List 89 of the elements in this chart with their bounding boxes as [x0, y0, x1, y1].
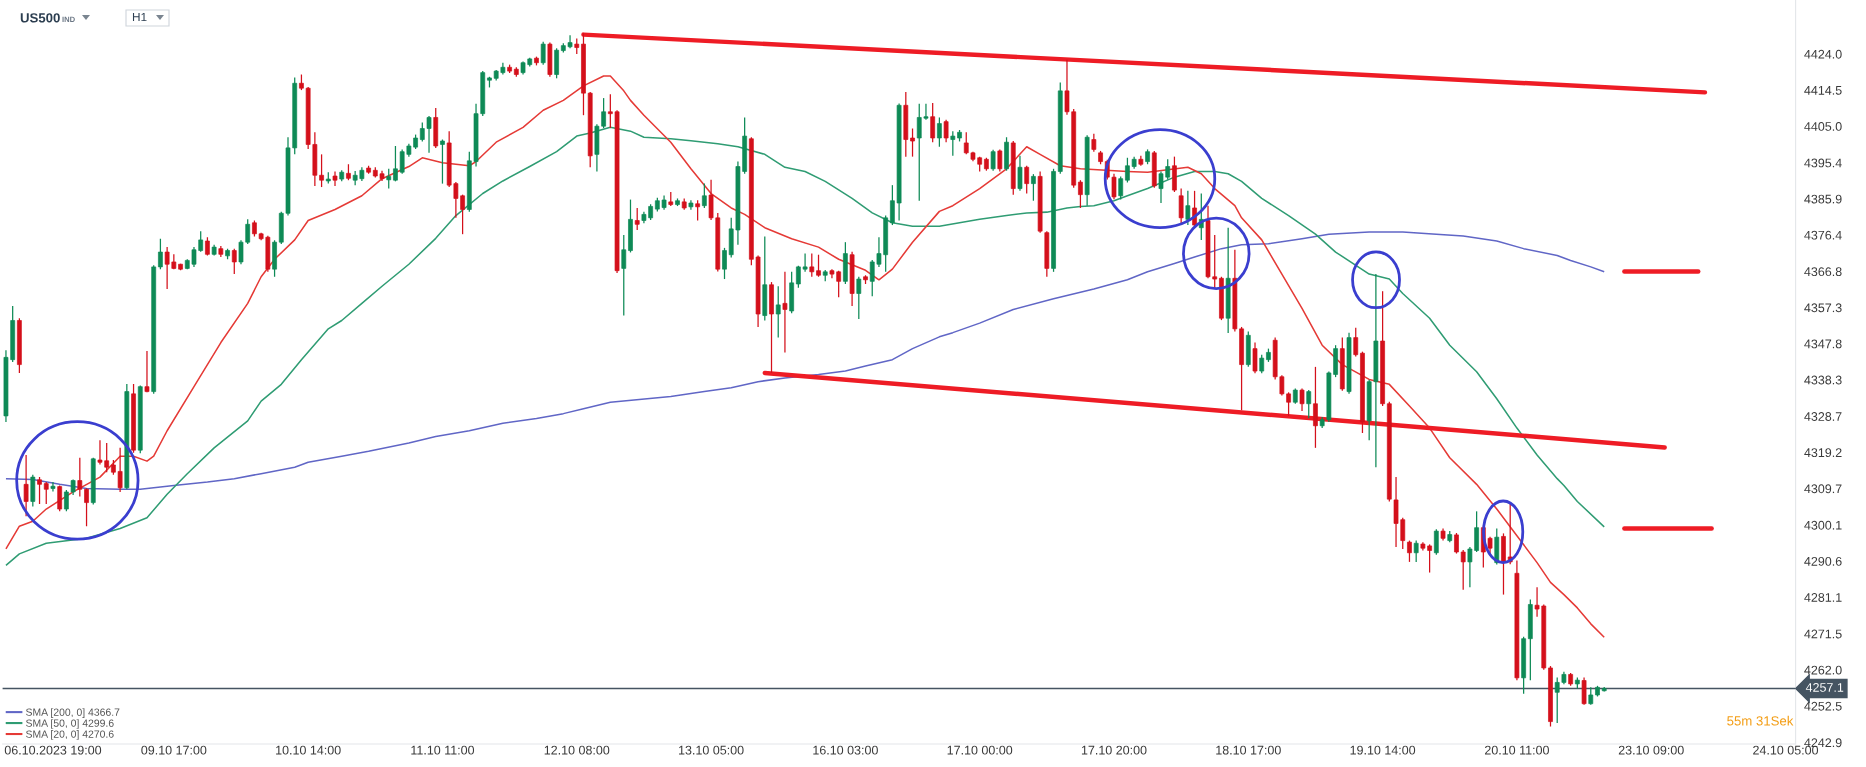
- y-tick-label: 4424.0: [1804, 49, 1842, 59]
- y-tick-label: 4357.3: [1804, 303, 1842, 313]
- y-tick-label: 4366.8: [1804, 267, 1842, 277]
- y-tick-label: 4290.6: [1804, 556, 1842, 566]
- legend-label: SMA [200, 0] 4366.7: [25, 708, 120, 718]
- candlestick: [1185, 190, 1191, 226]
- annotation: H1: [132, 12, 147, 22]
- candlestick: [158, 238, 163, 270]
- candlestick: [1581, 676, 1587, 706]
- candlestick: [37, 476, 42, 505]
- candlestick: [1460, 549, 1466, 591]
- candlestick: [701, 182, 707, 209]
- candlestick: [540, 41, 546, 66]
- candlestick: [816, 254, 821, 278]
- annotation: 55m 31Sek: [1727, 715, 1794, 726]
- x-tick-label: 18.10 17:00: [1216, 745, 1281, 755]
- candlestick: [943, 119, 949, 143]
- candlestick: [1024, 165, 1030, 195]
- candlestick: [1306, 389, 1312, 419]
- x-tick-label: 10.10 14:00: [276, 745, 341, 755]
- y-tick-label: 4281.1: [1804, 593, 1842, 602]
- x-tick-label: 16.10 03:00: [813, 745, 878, 755]
- x-tick-label: 23.10 09:00: [1618, 745, 1684, 755]
- y-tick-label: 4252.5: [1804, 701, 1842, 711]
- x-tick-label: 17.10 20:00: [1081, 745, 1147, 755]
- y-tick-label: 4262.0: [1804, 665, 1842, 675]
- y-tick-label: 4385.9: [1804, 194, 1842, 204]
- x-tick-label: 13.10 05:00: [679, 745, 744, 755]
- x-tick-label: 17.10 00:00: [947, 745, 1013, 755]
- candlestick: [57, 484, 63, 512]
- text: US500: [20, 13, 60, 23]
- line-series: [5, 126, 1605, 567]
- y-tick-label: 4376.4: [1804, 230, 1842, 240]
- legend-label: SMA [20, 0] 4270.6: [25, 730, 114, 740]
- candlestick: [1353, 327, 1359, 358]
- candlestick: [1259, 354, 1265, 374]
- candlestick: [950, 130, 956, 157]
- candlestick: [695, 199, 700, 222]
- candlestick: [1454, 532, 1459, 555]
- candlestick: [50, 481, 56, 493]
- x-tick-label: 12.10 08:00: [544, 745, 610, 755]
- y-tick-label: 4414.5: [1804, 86, 1842, 95]
- y-tick-label: 4300.1: [1804, 520, 1842, 530]
- y-tick-label: 4309.7: [1804, 484, 1842, 494]
- y-tick-label: 4271.5: [1804, 629, 1842, 639]
- line-series: [5, 75, 1605, 638]
- x-tick-label: 09.10 17:00: [141, 745, 207, 755]
- candlestick: [910, 127, 915, 158]
- candlestick: [84, 487, 89, 527]
- candlestick: [997, 148, 1003, 173]
- candlestick: [1178, 187, 1184, 226]
- candlestick: [775, 285, 781, 339]
- candlestick: [1433, 528, 1439, 556]
- y-tick-label: 4405.0: [1804, 122, 1842, 131]
- candlestick: [1017, 155, 1023, 192]
- y-tick-label: 4338.3: [1804, 375, 1842, 385]
- candlestick: [386, 168, 392, 190]
- ref-line-label: 4257.1: [1805, 683, 1844, 692]
- candlestick: [77, 457, 83, 498]
- candlestick: [856, 276, 862, 320]
- candlestick: [1413, 539, 1419, 563]
- x-tick-label: 06.10.2023 19:00: [4, 745, 102, 755]
- y-tick-label: 4347.8: [1804, 339, 1842, 349]
- candlestick: [43, 481, 49, 505]
- candlestick: [937, 116, 942, 148]
- candlestick: [722, 247, 727, 280]
- x-tick-label: 11.10 11:00: [411, 745, 475, 755]
- y-tick-label: 4328.7: [1804, 412, 1842, 421]
- y-tick-label: 4395.4: [1804, 158, 1842, 168]
- candlestick: [809, 252, 815, 278]
- candlestick: [1031, 173, 1036, 202]
- candlestick: [23, 454, 29, 517]
- candlestick: [782, 271, 788, 354]
- candlestick: [1313, 366, 1318, 449]
- candlestick: [1252, 341, 1258, 374]
- candlestick: [231, 248, 237, 275]
- candlestick: [440, 138, 445, 185]
- candlestick: [621, 234, 627, 317]
- candlestick: [144, 350, 150, 393]
- y-tick-label: 4319.2: [1804, 448, 1842, 458]
- candlestick: [930, 102, 936, 143]
- legend-label: SMA [50, 0] 4299.6: [25, 719, 114, 729]
- candlestick: [1118, 175, 1124, 201]
- candlestick: [634, 207, 640, 231]
- candlestick: [332, 170, 338, 187]
- candlestick: [990, 149, 996, 172]
- x-tick-label: 19.10 14:00: [1350, 745, 1416, 755]
- x-tick-label: 20.10 11:00: [1484, 745, 1549, 755]
- candlestick: [1078, 179, 1083, 209]
